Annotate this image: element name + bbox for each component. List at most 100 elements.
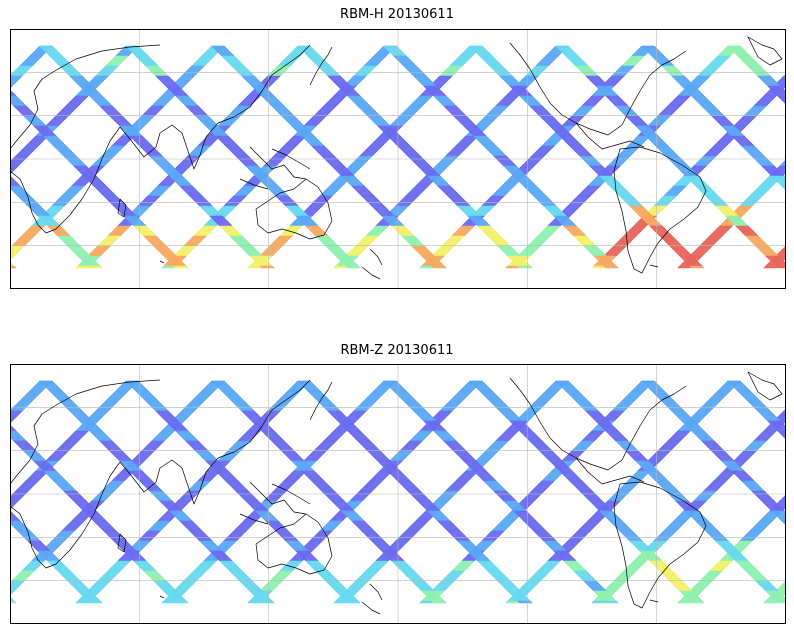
swath-segment (100, 480, 126, 492)
swath-segment (10, 245, 26, 257)
swath-segment (504, 600, 522, 604)
swath-segment (188, 530, 214, 542)
swath-segment (10, 580, 26, 592)
swath-segment (92, 520, 118, 532)
swath-segment (646, 115, 672, 127)
swath-segment (570, 440, 596, 452)
swath-segment (310, 145, 336, 157)
swath-segment (100, 145, 126, 157)
swath-segment (228, 570, 254, 582)
swath-segment (670, 75, 696, 87)
swath-segment (738, 530, 764, 542)
coastline (10, 461, 121, 569)
swath-segment (180, 400, 206, 412)
swath-segment (740, 480, 766, 492)
swath-segment (154, 410, 180, 422)
swath-segment (538, 115, 564, 127)
swath-segment (10, 410, 24, 422)
swath-segment (86, 600, 104, 604)
swath-segment (404, 520, 430, 532)
swath-segment (320, 155, 346, 167)
swath-segment (152, 245, 178, 257)
swath-segment (50, 530, 76, 542)
swath-segment (418, 600, 436, 604)
panel-title-rbm-h: RBM-H 20130611 (340, 7, 454, 22)
swath-segment (706, 55, 732, 67)
swath-segment (106, 225, 132, 237)
swath-segment (54, 440, 80, 452)
swath-segment (400, 235, 426, 247)
swath-segment (320, 490, 346, 502)
swath-segment (184, 440, 210, 452)
swath-segment (274, 195, 300, 207)
swath-segment (738, 195, 764, 207)
swath-segment (624, 450, 650, 462)
swath-segment (186, 480, 212, 492)
swath-segment (656, 105, 682, 117)
swath-segment (96, 570, 122, 582)
swath-segment (486, 570, 512, 582)
swath-segment (184, 105, 210, 117)
coastline (255, 513, 333, 575)
swath-segment (322, 95, 348, 107)
swath-segment (608, 185, 634, 197)
swath-segment (280, 115, 306, 127)
swath-segment (22, 115, 48, 127)
swath-segment (98, 105, 124, 117)
swath-segment (350, 185, 376, 197)
swath-segment (568, 480, 594, 492)
swath-segment (174, 430, 200, 442)
swath-segment (344, 245, 370, 257)
swath-segment (146, 520, 172, 532)
swath-segment (474, 450, 500, 462)
swath-segment (484, 440, 510, 452)
swath-segment (498, 410, 524, 422)
swath-segment (482, 480, 508, 492)
swath-segment (360, 195, 386, 207)
swath-segment (220, 390, 246, 402)
coastline (10, 379, 161, 485)
swath-segment (130, 450, 156, 462)
swath-segment (488, 65, 514, 77)
coastline (159, 260, 659, 268)
swath-segment (436, 185, 462, 197)
coastline (361, 248, 383, 280)
swath-segment (528, 105, 554, 117)
swath-segment (86, 265, 104, 269)
swath-segment (64, 95, 90, 107)
swath-segment (688, 600, 706, 604)
swath-segment (300, 470, 326, 482)
swath-segment (704, 195, 730, 207)
swath-segment (476, 225, 502, 237)
swath-segment (48, 55, 74, 67)
swath-segment (228, 235, 254, 247)
swath-segment (388, 115, 414, 127)
coastline (117, 198, 127, 218)
swath-segment (532, 195, 558, 207)
swath-segment (86, 245, 112, 257)
panel-title-rbm-z: RBM-Z 20130611 (340, 343, 454, 358)
swath-segment (504, 265, 522, 269)
swath-segment (748, 185, 774, 197)
swath-segment (408, 95, 434, 107)
swath-segment (136, 195, 162, 207)
swath-segment (128, 135, 154, 147)
coastline (575, 457, 645, 485)
swath-segment (350, 520, 376, 532)
swath-segment (742, 105, 768, 117)
swath-segment (316, 65, 342, 77)
swath-segment (498, 75, 524, 87)
swath-segment (344, 580, 370, 592)
swath-segment (774, 580, 786, 592)
swath-segment (362, 55, 388, 67)
swath-segment (94, 400, 120, 412)
swath-segment (754, 580, 780, 592)
swath-segment (316, 400, 342, 412)
swath-segment (18, 390, 44, 402)
swath-segment (736, 55, 762, 67)
swath-segment (388, 450, 414, 462)
swath-segment (268, 570, 294, 582)
swath-segment (314, 235, 340, 247)
swath-segment (148, 490, 174, 502)
swath-segment (580, 430, 606, 442)
